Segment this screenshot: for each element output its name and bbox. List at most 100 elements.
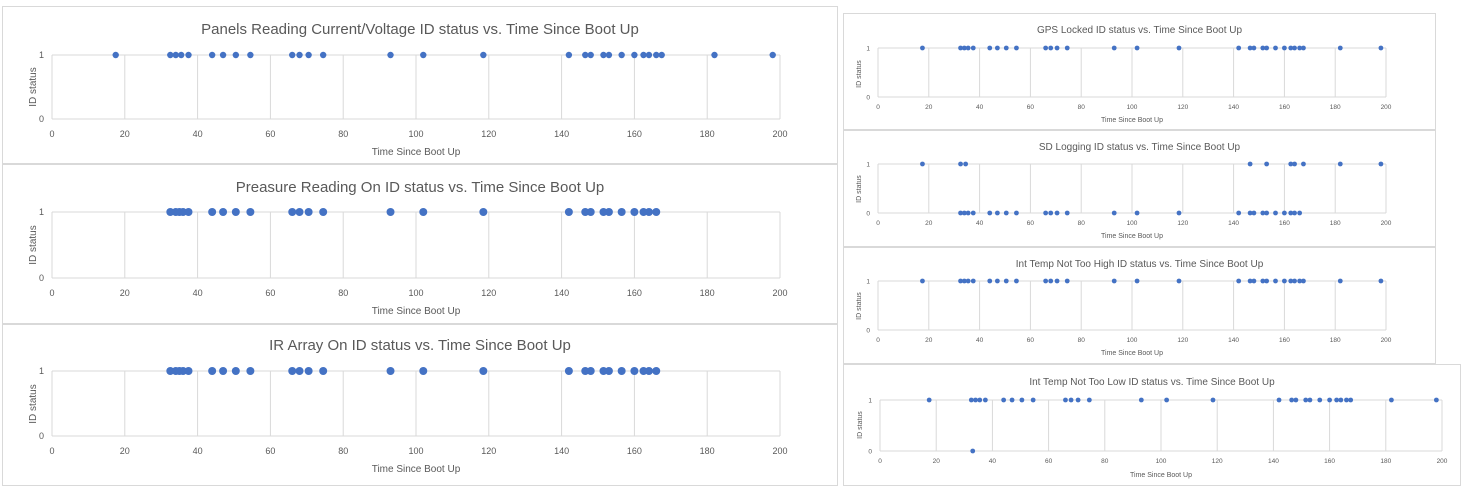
- x-tick-label: 20: [120, 288, 130, 298]
- data-point: [1378, 45, 1384, 51]
- chart-svg: Preasure Reading On ID status vs. Time S…: [28, 179, 788, 317]
- data-point: [1048, 210, 1054, 216]
- data-point: [1176, 45, 1182, 51]
- chart-title: SD Logging ID status vs. Time Since Boot…: [1039, 142, 1241, 153]
- x-axis-label: Time Since Boot Up: [1101, 233, 1163, 240]
- chart-title: IR Array On ID status vs. Time Since Boo…: [269, 337, 571, 354]
- x-tick-label: 140: [1268, 458, 1279, 465]
- y-axis-label: ID status: [28, 225, 39, 264]
- y-tick-label: 0: [39, 431, 44, 441]
- data-point: [587, 51, 594, 59]
- data-point: [1307, 397, 1313, 403]
- data-point: [1297, 210, 1303, 216]
- x-tick-label: 200: [772, 129, 787, 139]
- x-tick-label: 40: [976, 220, 984, 227]
- chart-svg: GPS Locked ID status vs. Time Since Boot…: [856, 25, 1392, 124]
- data-point: [982, 397, 988, 403]
- data-point: [208, 208, 217, 216]
- data-point: [288, 208, 297, 216]
- data-point: [604, 208, 613, 216]
- data-point: [1334, 397, 1340, 403]
- data-point: [961, 278, 967, 284]
- data-point: [1048, 278, 1054, 284]
- data-point: [618, 51, 625, 59]
- data-point: [231, 367, 240, 375]
- data-point: [1003, 45, 1009, 51]
- y-tick-label: 1: [868, 397, 872, 404]
- data-point: [1068, 397, 1074, 403]
- data-point: [617, 367, 626, 375]
- data-point: [1134, 210, 1140, 216]
- data-point: [958, 161, 963, 167]
- data-point: [617, 208, 626, 216]
- chart-svg: Panels Reading Current/Voltage ID status…: [28, 21, 788, 158]
- data-point: [1337, 45, 1343, 51]
- chart-panel-sd-logging: SD Logging ID status vs. Time Since Boot…: [843, 130, 1436, 247]
- y-axis-label: ID status: [857, 411, 864, 439]
- data-point: [652, 208, 661, 216]
- data-point: [1317, 397, 1323, 403]
- x-tick-label: 160: [1279, 337, 1290, 344]
- chart-title: GPS Locked ID status vs. Time Since Boot…: [1037, 25, 1243, 36]
- x-tick-label: 200: [772, 446, 787, 456]
- x-tick-label: 180: [700, 288, 715, 298]
- data-point: [645, 51, 653, 59]
- data-point: [769, 51, 776, 59]
- data-point: [246, 367, 255, 375]
- x-tick-label: 120: [1177, 220, 1188, 227]
- x-tick-label: 20: [925, 337, 933, 344]
- x-tick-label: 60: [1027, 337, 1035, 344]
- x-tick-label: 60: [265, 129, 275, 139]
- x-tick-label: 200: [1381, 104, 1392, 111]
- y-tick-label: 0: [39, 273, 44, 283]
- data-point: [630, 208, 639, 216]
- x-tick-label: 60: [265, 288, 275, 298]
- data-point: [1303, 397, 1309, 403]
- data-point: [246, 208, 255, 216]
- data-point: [1301, 278, 1306, 284]
- data-point: [184, 208, 193, 216]
- data-point: [219, 367, 228, 375]
- chart-svg: SD Logging ID status vs. Time Since Boot…: [856, 142, 1392, 240]
- data-point: [1389, 397, 1394, 403]
- data-point: [289, 51, 296, 59]
- x-tick-label: 120: [481, 129, 496, 139]
- chart-panel-panels-reading: Panels Reading Current/Voltage ID status…: [2, 6, 838, 164]
- data-point: [1075, 397, 1081, 403]
- x-tick-label: 120: [481, 446, 496, 456]
- x-tick-label: 0: [49, 446, 54, 456]
- data-point: [296, 51, 303, 59]
- data-point: [586, 367, 595, 375]
- data-point: [658, 51, 665, 59]
- data-point: [1292, 278, 1297, 284]
- data-point: [1054, 210, 1060, 216]
- data-point: [387, 51, 394, 59]
- data-point: [1282, 45, 1287, 51]
- y-tick-label: 1: [39, 366, 44, 376]
- x-tick-label: 20: [925, 104, 933, 111]
- data-point: [994, 45, 1000, 51]
- data-point: [1273, 45, 1278, 51]
- data-point: [1264, 161, 1270, 167]
- x-tick-label: 60: [1045, 458, 1053, 465]
- data-point: [994, 210, 1000, 216]
- x-tick-label: 0: [878, 458, 882, 465]
- data-point: [582, 51, 589, 59]
- x-tick-label: 80: [1078, 337, 1086, 344]
- data-point: [305, 51, 312, 59]
- y-tick-label: 1: [866, 161, 870, 168]
- data-point: [644, 208, 653, 216]
- chart-title: Preasure Reading On ID status vs. Time S…: [236, 179, 605, 196]
- x-tick-label: 100: [408, 129, 423, 139]
- x-tick-label: 140: [554, 288, 569, 298]
- x-axis-label: Time Since Boot Up: [372, 147, 461, 158]
- data-point: [958, 210, 963, 216]
- data-point: [1043, 278, 1049, 284]
- data-point: [1001, 397, 1007, 403]
- data-point: [1134, 278, 1140, 284]
- data-point: [1138, 397, 1144, 403]
- x-tick-label: 40: [193, 446, 203, 456]
- data-point: [219, 208, 228, 216]
- data-point: [1236, 45, 1242, 51]
- x-tick-label: 160: [627, 446, 642, 456]
